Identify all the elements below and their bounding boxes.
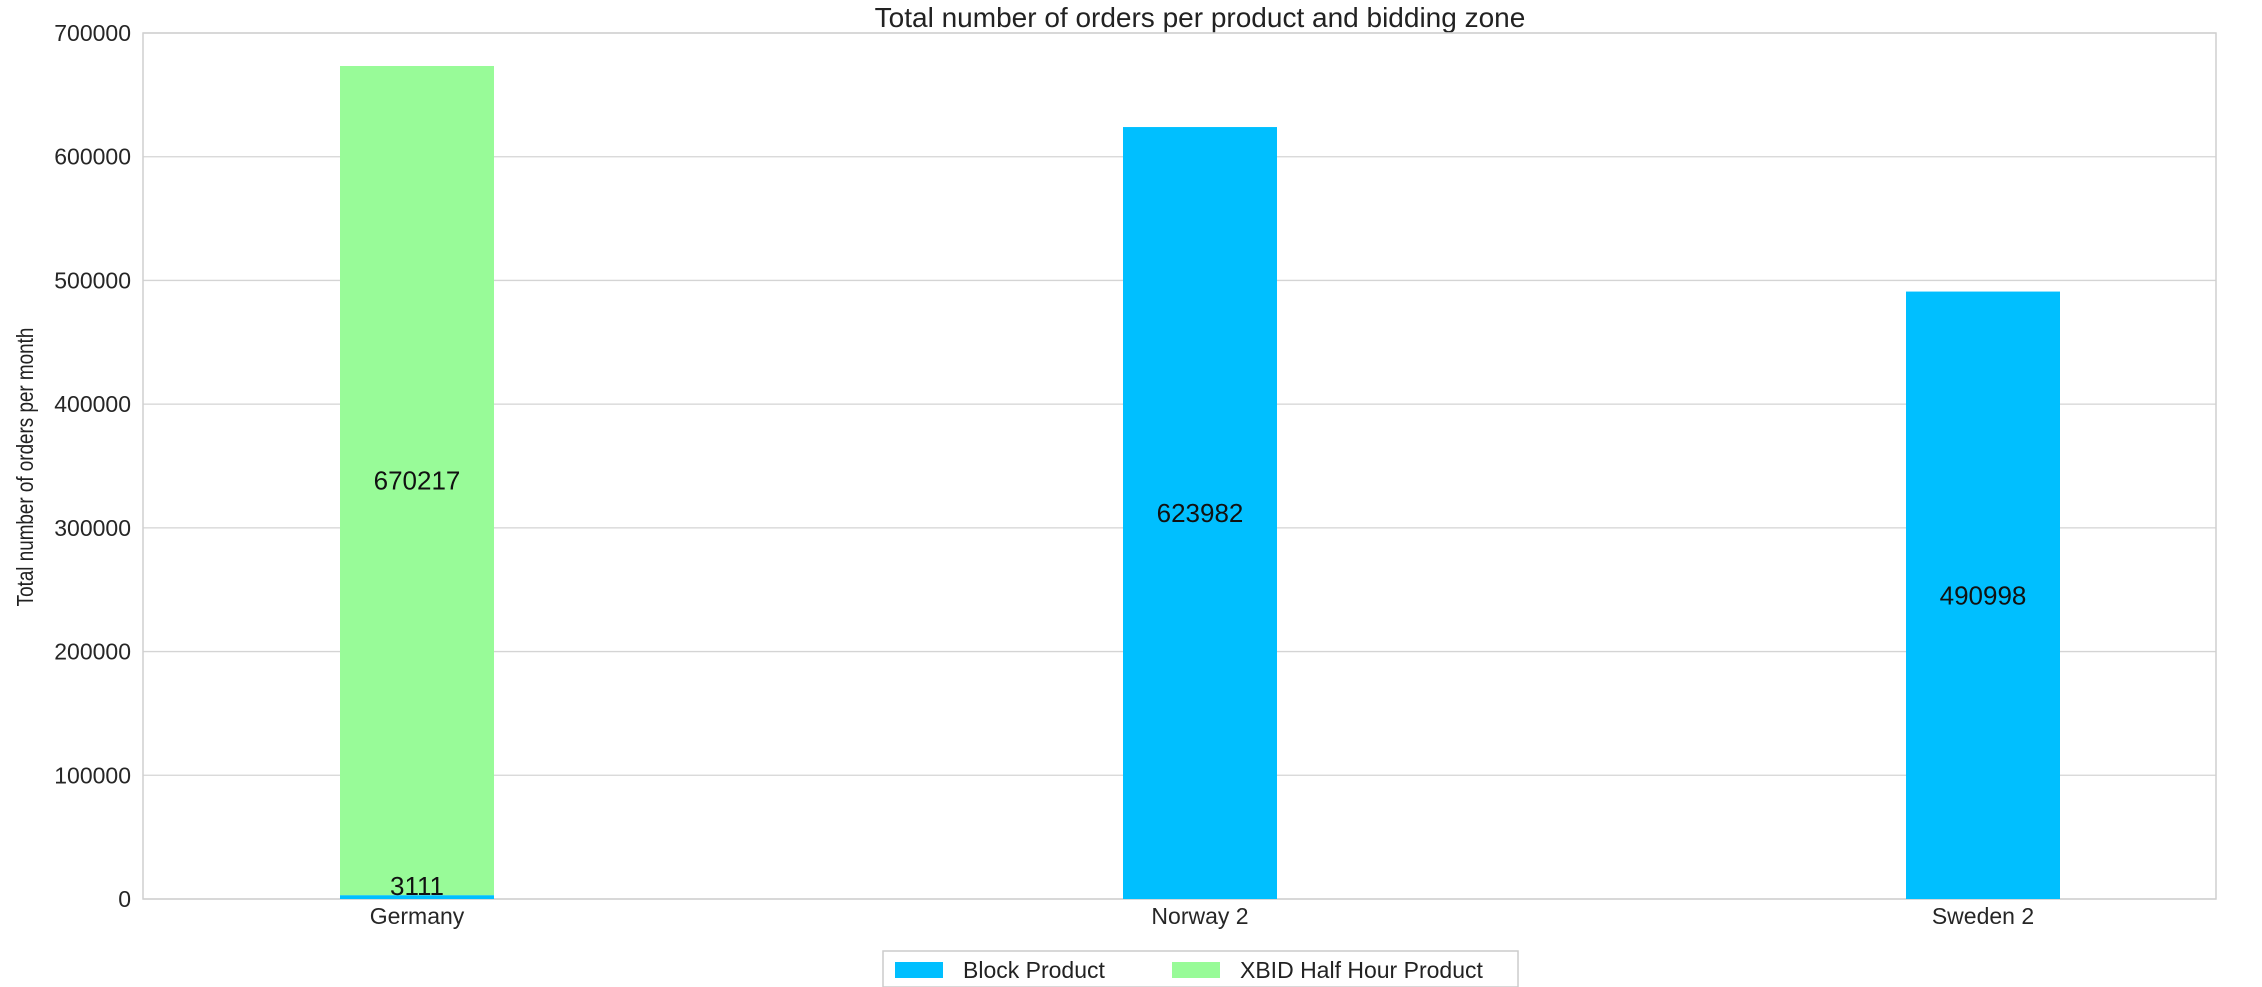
legend-label: XBID Half Hour Product <box>1240 957 1483 983</box>
plot-area: 0 100000 200000 300000 400000 500000 600000 700… <box>54 20 2217 929</box>
bar-segment <box>1906 291 2060 900</box>
x-tick-label: Sweden 2 <box>1932 903 2034 929</box>
data-label: 623982 <box>1157 498 1244 528</box>
data-label: 490998 <box>1940 580 2027 610</box>
y-tick-label: 500000 <box>54 267 131 293</box>
legend-swatch <box>1172 962 1220 978</box>
y-tick-label: 400000 <box>54 391 131 417</box>
y-axis-label: Total number of orders per month <box>13 328 38 607</box>
y-tick-label: 0 <box>118 886 131 912</box>
bar-segment <box>1123 127 1277 900</box>
x-tick-label: Germany <box>370 903 465 929</box>
legend: Block Product XBID Half Hour Product <box>882 950 1519 987</box>
data-label: 670217 <box>374 466 461 496</box>
chart-title: Total number of orders per product and b… <box>875 2 1526 33</box>
data-label: 3111 <box>390 871 444 901</box>
legend-label: Block Product <box>963 957 1106 983</box>
bar-segment <box>340 895 494 899</box>
legend-swatch <box>895 962 943 978</box>
y-tick-label: 200000 <box>54 639 131 665</box>
y-tick-label: 700000 <box>54 20 131 46</box>
y-tick-label: 300000 <box>54 515 131 541</box>
x-tick-label: Norway 2 <box>1151 903 1248 929</box>
y-tick-label: 600000 <box>54 144 131 170</box>
bar-segment <box>340 65 494 896</box>
y-tick-label: 100000 <box>54 762 131 788</box>
